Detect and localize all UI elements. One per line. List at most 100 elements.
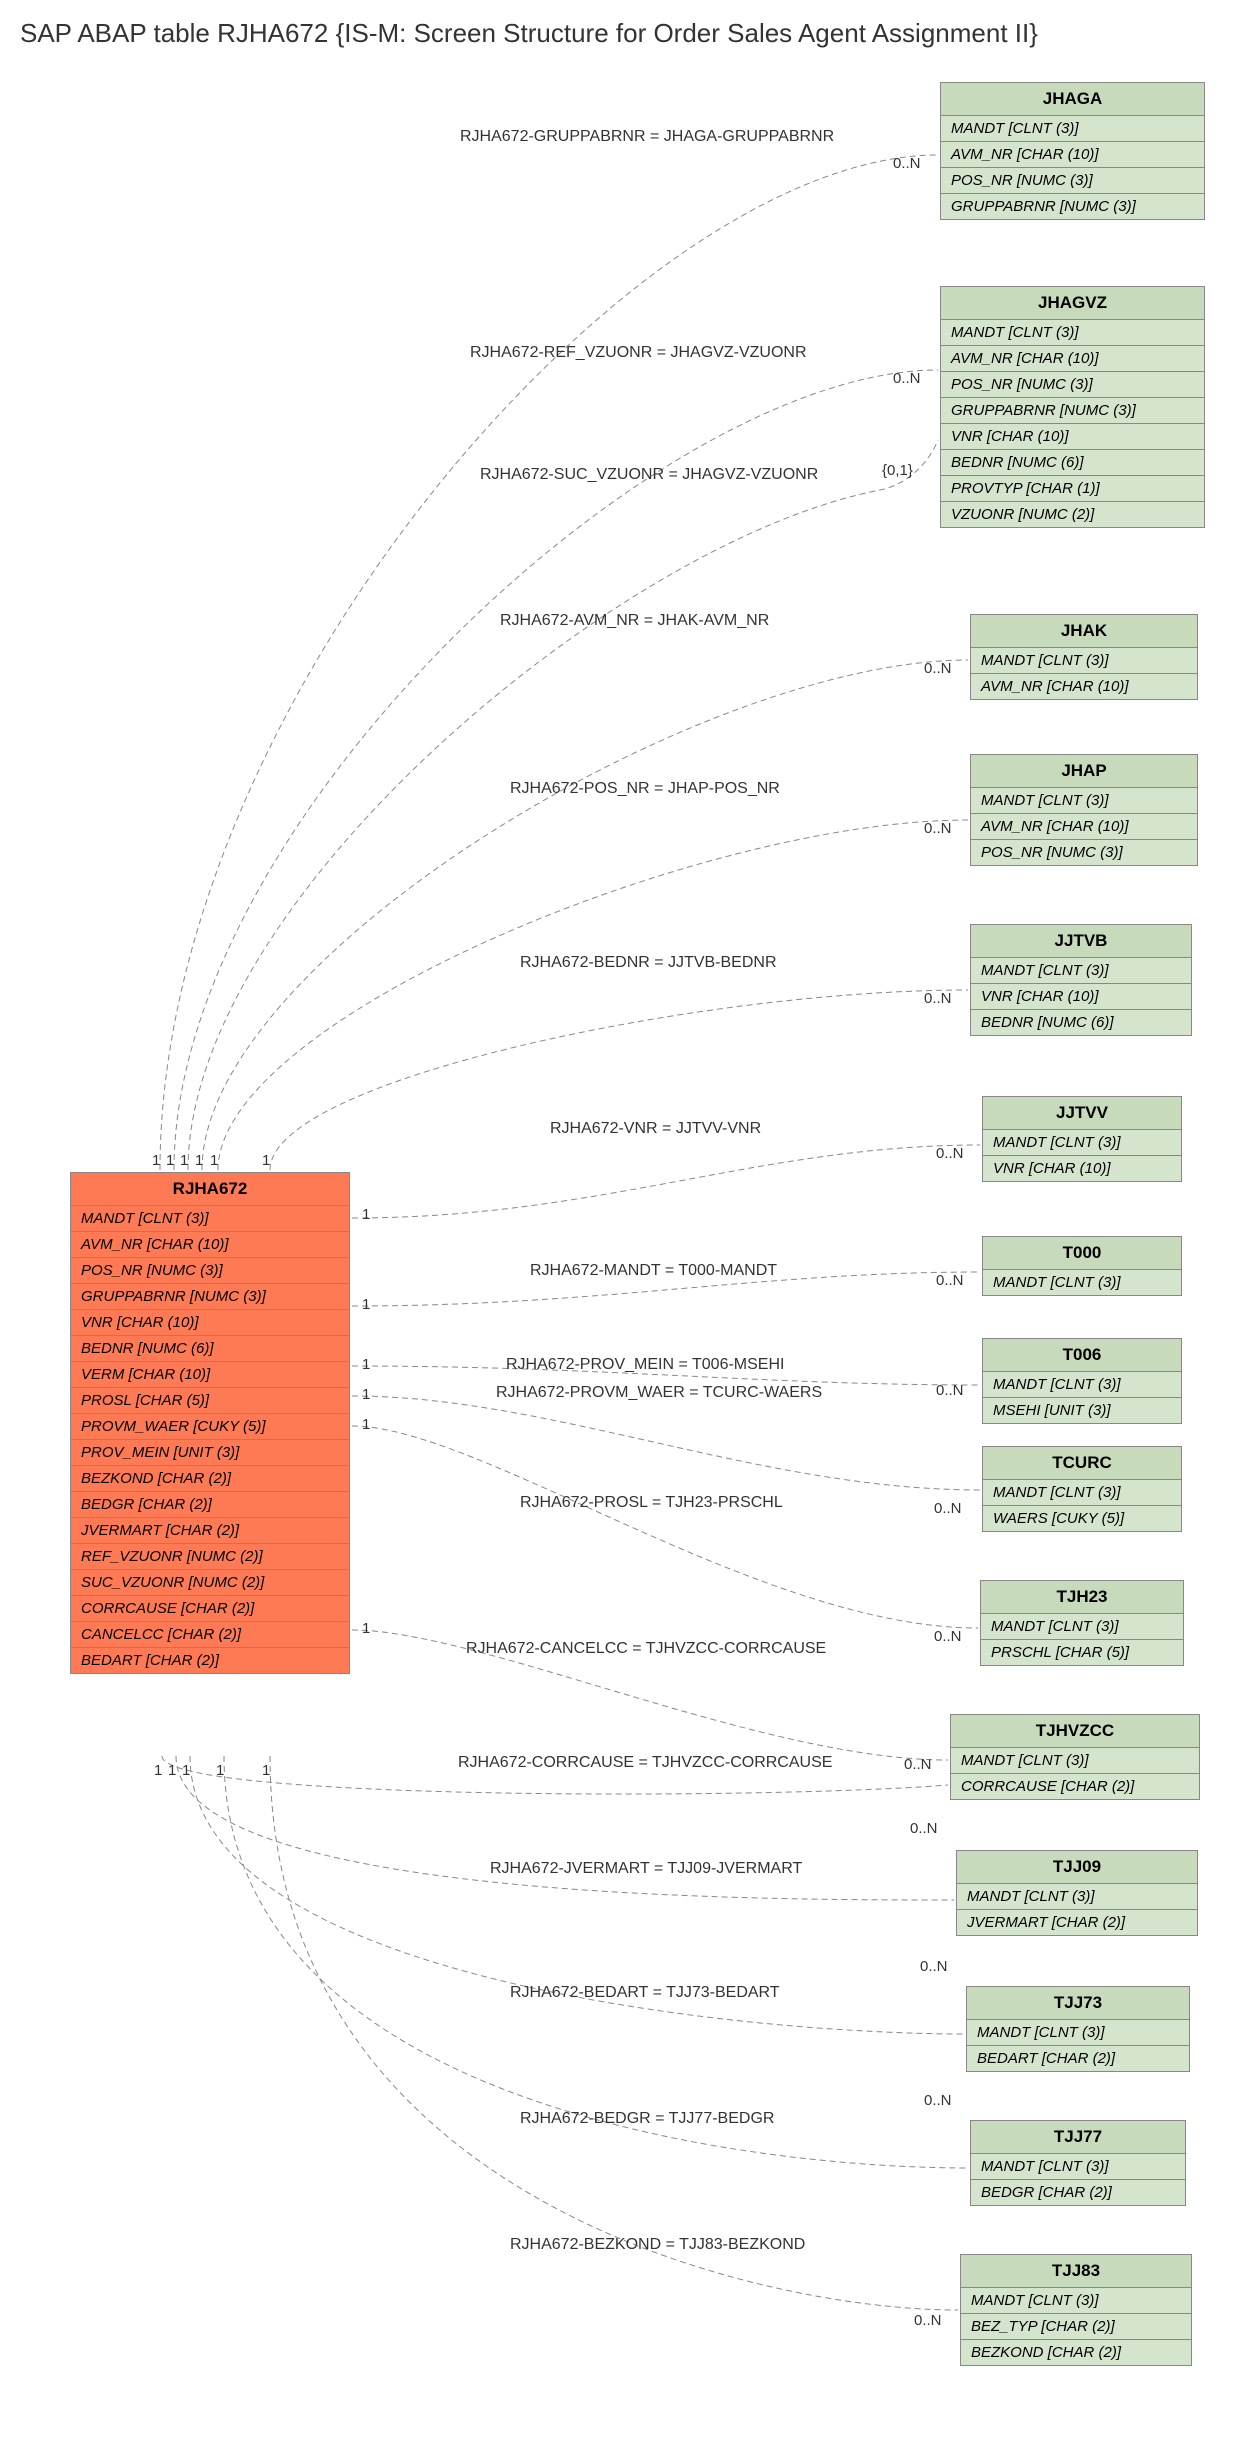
table-header: T006	[983, 1339, 1181, 1372]
cardinality-from: 1	[362, 1620, 370, 1637]
table-field: AVM_NR [CHAR (10)]	[941, 346, 1204, 372]
table-field: MANDT [CLNT (3)]	[941, 320, 1204, 346]
table-jhagvz: JHAGVZMANDT [CLNT (3)]AVM_NR [CHAR (10)]…	[940, 286, 1205, 528]
table-field: MANDT [CLNT (3)]	[941, 116, 1204, 142]
relationship-edge	[218, 820, 968, 1170]
cardinality-from: 1	[180, 1152, 188, 1169]
cardinality-from: 1	[262, 1152, 270, 1169]
table-field: SUC_VZUONR [NUMC (2)]	[71, 1570, 349, 1596]
cardinality-from: 1	[362, 1416, 370, 1433]
table-field: MANDT [CLNT (3)]	[983, 1372, 1181, 1398]
table-jhaga: JHAGAMANDT [CLNT (3)]AVM_NR [CHAR (10)]P…	[940, 82, 1205, 220]
cardinality-from: 1	[216, 1762, 224, 1779]
table-field: AVM_NR [CHAR (10)]	[971, 674, 1197, 699]
cardinality-to: 0..N	[924, 660, 952, 677]
table-tjj73: TJJ73MANDT [CLNT (3)]BEDART [CHAR (2)]	[966, 1986, 1190, 2072]
cardinality-to: 0..N	[924, 2092, 952, 2109]
table-field: PROSL [CHAR (5)]	[71, 1388, 349, 1414]
table-field: MANDT [CLNT (3)]	[967, 2020, 1189, 2046]
edge-label: RJHA672-PROVM_WAER = TCURC-WAERS	[496, 1384, 822, 1402]
cardinality-from: 1	[362, 1296, 370, 1313]
cardinality-from: 1	[168, 1762, 176, 1779]
table-header: JJTVB	[971, 925, 1191, 958]
relationship-edge	[352, 1396, 980, 1490]
relationship-edge	[270, 1756, 958, 2310]
edge-label: RJHA672-SUC_VZUONR = JHAGVZ-VZUONR	[480, 466, 818, 484]
relationship-edge	[270, 990, 968, 1170]
cardinality-to: 0..N	[924, 990, 952, 1007]
cardinality-from: 1	[154, 1762, 162, 1779]
edge-label: RJHA672-POS_NR = JHAP-POS_NR	[510, 780, 780, 798]
table-field: MANDT [CLNT (3)]	[951, 1748, 1199, 1774]
relationship-edge	[202, 660, 968, 1170]
table-t000: T000MANDT [CLNT (3)]	[982, 1236, 1182, 1296]
edge-label: RJHA672-BEDART = TJJ73-BEDART	[510, 1984, 780, 2002]
table-field: VERM [CHAR (10)]	[71, 1362, 349, 1388]
table-tcurc: TCURCMANDT [CLNT (3)]WAERS [CUKY (5)]	[982, 1446, 1182, 1532]
cardinality-to: 0..N	[934, 1628, 962, 1645]
table-field: BEDGR [CHAR (2)]	[71, 1492, 349, 1518]
edge-label: RJHA672-BEDGR = TJJ77-BEDGR	[520, 2110, 774, 2128]
table-field: BEDNR [NUMC (6)]	[71, 1336, 349, 1362]
table-header: TJH23	[981, 1581, 1183, 1614]
table-header: JHAP	[971, 755, 1197, 788]
edge-label: RJHA672-AVM_NR = JHAK-AVM_NR	[500, 612, 769, 630]
table-field: MANDT [CLNT (3)]	[957, 1884, 1197, 1910]
table-header: JHAK	[971, 615, 1197, 648]
edge-label: RJHA672-GRUPPABRNR = JHAGA-GRUPPABRNR	[460, 128, 834, 146]
edge-label: RJHA672-REF_VZUONR = JHAGVZ-VZUONR	[470, 344, 807, 362]
cardinality-from: 1	[210, 1152, 218, 1169]
edge-label: RJHA672-CANCELCC = TJHVZCC-CORRCAUSE	[466, 1640, 826, 1658]
table-field: MANDT [CLNT (3)]	[971, 958, 1191, 984]
table-field: MANDT [CLNT (3)]	[983, 1480, 1181, 1506]
edge-label: RJHA672-CORRCAUSE = TJHVZCC-CORRCAUSE	[458, 1754, 832, 1772]
table-field: POS_NR [NUMC (3)]	[971, 840, 1197, 865]
table-field: MANDT [CLNT (3)]	[961, 2288, 1191, 2314]
table-header: RJHA672	[71, 1173, 349, 1206]
diagram-title: SAP ABAP table RJHA672 {IS-M: Screen Str…	[20, 18, 1038, 49]
table-field: PRSCHL [CHAR (5)]	[981, 1640, 1183, 1665]
cardinality-to: 0..N	[893, 370, 921, 387]
relationship-edge	[188, 440, 938, 1170]
table-field: MANDT [CLNT (3)]	[71, 1206, 349, 1232]
table-field: CORRCAUSE [CHAR (2)]	[71, 1596, 349, 1622]
relationship-edge	[176, 1756, 954, 1900]
table-field: BEDNR [NUMC (6)]	[941, 450, 1204, 476]
table-field: BEDART [CHAR (2)]	[967, 2046, 1189, 2071]
edge-label: RJHA672-BEDNR = JJTVB-BEDNR	[520, 954, 777, 972]
table-t006: T006MANDT [CLNT (3)]MSEHI [UNIT (3)]	[982, 1338, 1182, 1424]
cardinality-to: 0..N	[936, 1145, 964, 1162]
table-field: BEZKOND [CHAR (2)]	[71, 1466, 349, 1492]
table-field: AVM_NR [CHAR (10)]	[71, 1232, 349, 1258]
table-field: VNR [CHAR (10)]	[983, 1156, 1181, 1181]
table-header: JHAGA	[941, 83, 1204, 116]
table-field: VNR [CHAR (10)]	[941, 424, 1204, 450]
table-field: PROVTYP [CHAR (1)]	[941, 476, 1204, 502]
table-tjj77: TJJ77MANDT [CLNT (3)]BEDGR [CHAR (2)]	[970, 2120, 1186, 2206]
cardinality-from: 1	[152, 1152, 160, 1169]
table-header: TJJ09	[957, 1851, 1197, 1884]
cardinality-from: 1	[362, 1206, 370, 1223]
table-field: BEZ_TYP [CHAR (2)]	[961, 2314, 1191, 2340]
table-jhak: JHAKMANDT [CLNT (3)]AVM_NR [CHAR (10)]	[970, 614, 1198, 700]
table-header: JHAGVZ	[941, 287, 1204, 320]
table-header: JJTVV	[983, 1097, 1181, 1130]
table-field: WAERS [CUKY (5)]	[983, 1506, 1181, 1531]
cardinality-to: 0..N	[904, 1756, 932, 1773]
cardinality-from: 1	[166, 1152, 174, 1169]
table-field: VNR [CHAR (10)]	[971, 984, 1191, 1010]
table-field: BEDART [CHAR (2)]	[71, 1648, 349, 1673]
cardinality-to: {0,1}	[882, 462, 913, 479]
cardinality-from: 1	[195, 1152, 203, 1169]
cardinality-to: 0..N	[936, 1382, 964, 1399]
cardinality-from: 1	[182, 1762, 190, 1779]
cardinality-to: 0..N	[893, 155, 921, 172]
table-field: BEZKOND [CHAR (2)]	[961, 2340, 1191, 2365]
cardinality-to: 0..N	[934, 1500, 962, 1517]
table-field: MANDT [CLNT (3)]	[981, 1614, 1183, 1640]
table-field: CANCELCC [CHAR (2)]	[71, 1622, 349, 1648]
table-tjj83: TJJ83MANDT [CLNT (3)]BEZ_TYP [CHAR (2)]B…	[960, 2254, 1192, 2366]
cardinality-from: 1	[262, 1762, 270, 1779]
table-field: MANDT [CLNT (3)]	[971, 648, 1197, 674]
table-field: MANDT [CLNT (3)]	[983, 1130, 1181, 1156]
